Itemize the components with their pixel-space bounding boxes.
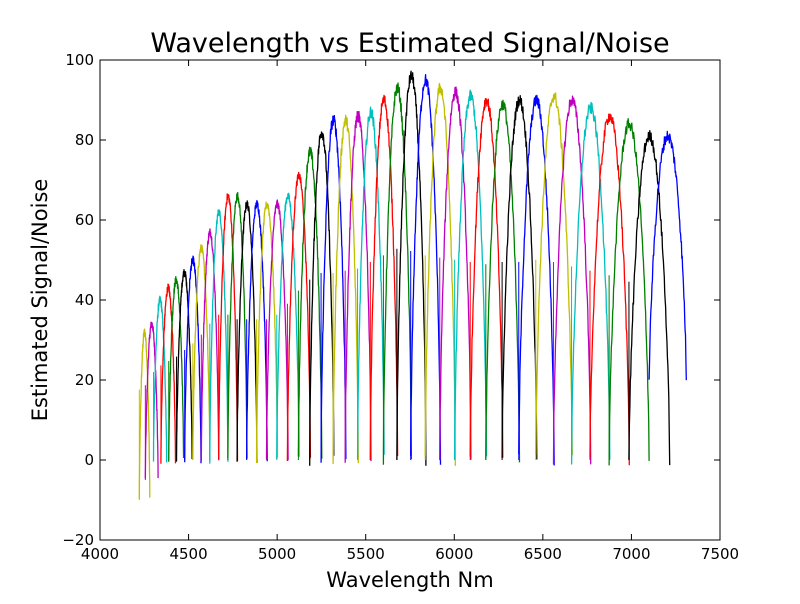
order-series <box>589 113 630 466</box>
x-tick-label: 7500 <box>701 545 739 563</box>
order-series <box>227 192 248 459</box>
order-series <box>255 201 279 464</box>
y-tick-label: 0 <box>84 451 94 469</box>
order-series <box>648 130 687 381</box>
order-series <box>320 114 347 463</box>
order-series <box>485 99 521 463</box>
order-series <box>309 131 335 466</box>
y-tick-label: 100 <box>65 51 94 69</box>
order-series <box>356 106 385 459</box>
order-series <box>344 110 372 463</box>
chart-title: Wavelength vs Estimated Signal/Noise <box>150 28 669 59</box>
y-axis-label: Estimated Signal/Noise <box>28 179 52 422</box>
plot-frame <box>99 59 721 541</box>
x-tick-label: 4000 <box>81 545 119 563</box>
x-tick-label: 7000 <box>612 545 650 563</box>
order-series <box>209 209 229 464</box>
order-series <box>160 283 177 464</box>
order-series <box>469 97 504 458</box>
order-series <box>265 199 289 461</box>
y-tick-label: −20 <box>62 531 94 549</box>
order-series <box>168 275 185 462</box>
order-series <box>628 130 671 466</box>
order-series <box>184 255 202 464</box>
order-series <box>246 200 268 462</box>
order-series <box>138 328 151 499</box>
order-series <box>218 193 239 462</box>
x-tick-label: 6000 <box>435 545 473 563</box>
order-series <box>200 228 220 462</box>
order-series <box>382 82 413 465</box>
x-axis-label: Wavelength Nm <box>326 568 493 592</box>
order-series <box>276 192 300 460</box>
ticks-layer: 4000 4500 5000 5500 6000 6500 7000 7500 −20 0 20 40… <box>62 51 739 563</box>
order-series <box>535 92 573 456</box>
order-series <box>424 82 456 466</box>
order-series <box>286 171 312 462</box>
order-series <box>144 321 159 479</box>
x-tick-label: 5000 <box>258 545 296 563</box>
series-layer <box>138 70 687 500</box>
order-series <box>175 268 193 462</box>
order-series <box>552 95 592 465</box>
order-series <box>152 295 168 463</box>
x-tick-label: 5500 <box>347 545 385 563</box>
y-tick-label: 20 <box>75 371 94 389</box>
order-series <box>192 244 211 461</box>
y-tick-label: 80 <box>75 131 94 149</box>
order-series <box>439 86 472 461</box>
order-series <box>518 94 555 466</box>
order-series <box>570 101 611 465</box>
order-series <box>369 94 399 461</box>
order-series <box>501 95 538 460</box>
order-series <box>297 146 323 459</box>
y-tick-label: 60 <box>75 211 94 229</box>
order-series <box>608 117 650 466</box>
x-tick-label: 6500 <box>524 545 562 563</box>
y-tick-label: 40 <box>75 291 94 309</box>
order-series <box>410 74 442 465</box>
order-series <box>236 200 258 463</box>
order-series <box>396 70 427 466</box>
order-series <box>332 114 359 464</box>
x-tick-label: 4500 <box>169 545 207 563</box>
order-series <box>453 89 488 460</box>
